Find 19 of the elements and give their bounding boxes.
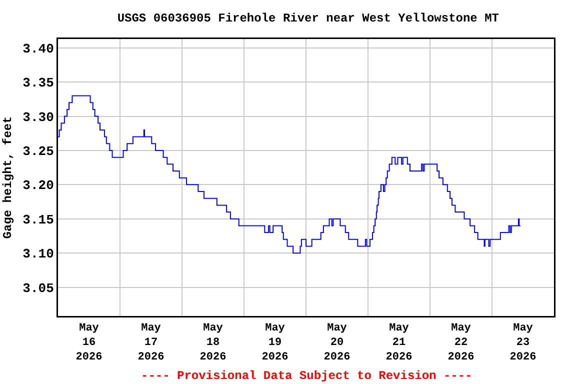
text: ---- Provisional Data Subject to Revision ---- [141,369,472,383]
y-tick-label: 3.25 [22,144,54,160]
y-tick-label: 3.35 [22,76,54,91]
y-tick-label: 3.20 [22,178,54,194]
y-tick-label: 3.10 [22,246,54,262]
x-tick-label: May 18 2026 [200,322,226,364]
y-axis-title: Gage height, feet [1,116,16,239]
x-tick-label: May 17 2026 [138,322,164,364]
x-tick-label: May 19 2026 [262,322,288,364]
x-tick-label: May 22 2026 [448,322,474,364]
x-tick-label: May 23 2026 [510,322,536,364]
x-tick-label: May 20 2026 [324,322,350,364]
y-tick-label: 3.30 [22,110,54,125]
y-tick-label: 3.05 [22,280,54,296]
y-tick-label: 3.40 [22,41,54,56]
x-tick-label: May 16 2026 [76,322,102,364]
x-tick-label: May 21 2026 [386,322,412,364]
y-tick-label: 3.15 [22,212,54,228]
chart-title: USGS 06036905 Firehole River near West Yellowstone MT [117,11,499,26]
